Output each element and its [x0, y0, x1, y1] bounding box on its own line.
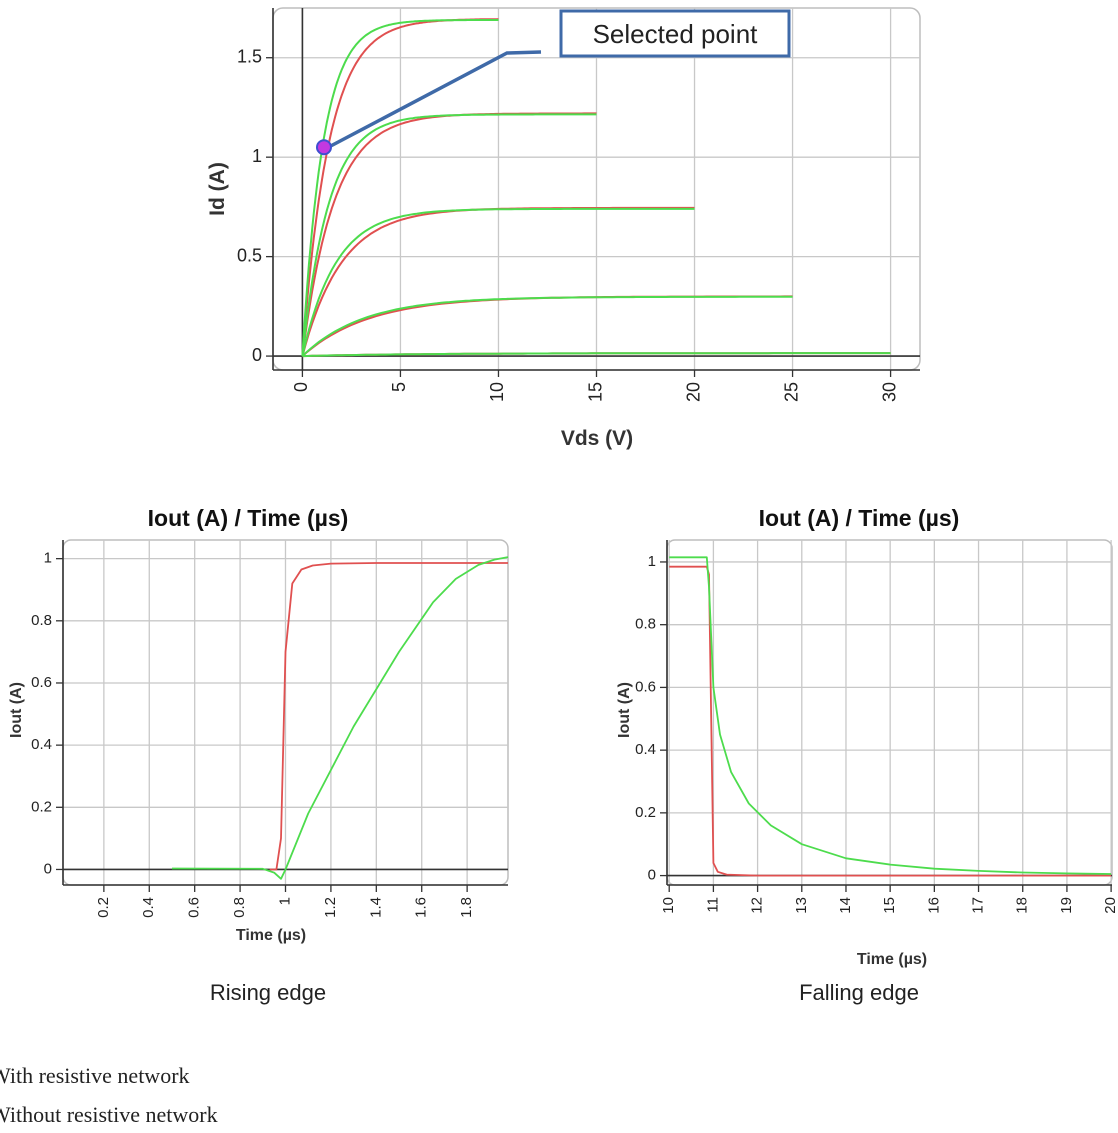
- iv-xlabel: Vds (V): [561, 427, 633, 450]
- iv-curve-1-0: [301, 19, 499, 357]
- tick-label-x: 0: [291, 382, 311, 392]
- iv-grid: [266, 8, 920, 377]
- tick-label-x: 18: [1014, 897, 1031, 914]
- tick-label-x: 14: [837, 897, 854, 914]
- iv-curves: [301, 18, 891, 358]
- tick-label-x: 15: [585, 382, 605, 402]
- tick-label-y: 1: [252, 146, 262, 166]
- tick-label-y: 0: [252, 345, 262, 365]
- falling-chart-frame: [666, 539, 1113, 886]
- callout-label: Selected point: [593, 19, 759, 49]
- rising-ylabel: Iout (A): [8, 682, 25, 738]
- rising-chart-title: Iout (A) / Time (µs): [148, 505, 349, 531]
- iv-chart: 0 5 10 15 20 25 30 0 0.5 1 1.5 Vds (V) Id (A) Sele…: [206, 7, 921, 450]
- tick-label-x: 20: [683, 382, 703, 402]
- tick-label-y: 0.4: [635, 741, 656, 758]
- tick-label-x: 15: [881, 897, 898, 914]
- tick-label-x: 0.8: [231, 897, 248, 918]
- rising-chart: Iout (A) / Time (µs) 0.2 0.4 0.6 0.8 1 1.2 1.4…: [8, 505, 509, 1005]
- falling-chart: Iout (A) / Time (µs) 10 11 12 13 14 15 16 17 18 1…: [616, 505, 1118, 1005]
- legend-item-without-resistive: Without resistive network: [0, 1102, 218, 1127]
- legend-item-with-resistive: With resistive network: [0, 1063, 190, 1088]
- tick-label-x: 1: [276, 897, 293, 905]
- tick-label-x: 10: [487, 382, 507, 402]
- tick-label-y: 1: [44, 550, 52, 567]
- iv-curve-1-1: [301, 113, 597, 357]
- selected-point-callout: Selected point: [315, 9, 791, 156]
- rising-series-0: [269, 562, 508, 871]
- tick-label-x: 1.6: [413, 897, 430, 918]
- tick-label-x: 19: [1058, 897, 1075, 914]
- tick-label-y: 0.8: [635, 616, 656, 633]
- tick-label-x: 0.6: [186, 897, 203, 918]
- tick-label-y: 0: [648, 867, 656, 884]
- iv-curve-1-4: [302, 352, 891, 358]
- tick-label-y: 0.2: [635, 804, 656, 821]
- rising-curves: [171, 556, 509, 880]
- tick-label-x: 25: [781, 382, 801, 402]
- falling-caption: Falling edge: [799, 980, 919, 1005]
- tick-label-y: 0.6: [635, 678, 656, 695]
- tick-label-y: 0.6: [31, 674, 52, 691]
- tick-label-x: 1.4: [367, 897, 384, 918]
- falling-grid: [660, 540, 1112, 892]
- tick-label-x: 5: [389, 382, 409, 392]
- tick-label-y: 1.5: [237, 46, 262, 66]
- tick-label-x: 30: [879, 382, 899, 402]
- falling-tick-labels: 10 11 12 13 14 15 16 17 18 19 20 0 0.2 0.4 0.6 0.8 1: [635, 553, 1118, 914]
- rising-caption: Rising edge: [210, 980, 326, 1005]
- callout-leader-line: [324, 50, 542, 151]
- tick-label-x: 12: [749, 897, 766, 914]
- tick-label-x: 0.4: [140, 897, 157, 918]
- tick-label-x: 13: [793, 897, 810, 914]
- tick-label-x: 11: [704, 897, 721, 913]
- falling-series-1: [669, 556, 1112, 875]
- tick-label-y: 0.8: [31, 612, 52, 629]
- legend: With resistive network Without resistive…: [0, 1063, 218, 1127]
- falling-chart-title: Iout (A) / Time (µs): [759, 505, 960, 531]
- tick-label-x: 10: [660, 897, 677, 914]
- iv-ylabel: Id (A): [206, 162, 229, 216]
- tick-label-y: 1: [648, 553, 656, 570]
- iv-curve-0-3: [301, 295, 793, 357]
- iv-tick-labels: 0 5 10 15 20 25 30 0 0.5 1 1.5: [237, 46, 899, 402]
- tick-label-x: 1.2: [322, 897, 339, 918]
- tick-label-y: 0.2: [31, 798, 52, 815]
- tick-label-x: 20: [1102, 897, 1118, 914]
- tick-label-y: 0: [44, 860, 52, 877]
- falling-xlabel: Time (µs): [857, 951, 927, 968]
- falling-curves: [669, 556, 1112, 877]
- callout-box: [559, 9, 791, 58]
- falling-ylabel: Iout (A): [616, 682, 633, 738]
- tick-label-x: 17: [970, 897, 987, 914]
- tick-label-y: 0.4: [31, 736, 52, 753]
- tick-label-x: 1.8: [458, 897, 475, 918]
- tick-label-x: 0.2: [95, 897, 112, 918]
- rising-series-1: [171, 556, 509, 880]
- tick-label-x: 16: [925, 897, 942, 914]
- iv-curve-1-2: [301, 207, 695, 357]
- rising-xlabel: Time (µs): [236, 927, 306, 944]
- iv-curve-0-1: [301, 112, 597, 357]
- selected-point-marker[interactable]: [315, 139, 332, 156]
- rising-tick-labels: 0.2 0.4 0.6 0.8 1 1.2 1.4 1.6 1.8 0 0.2 0.4 0.6 0.8 1: [31, 550, 475, 918]
- tick-label-y: 0.5: [237, 245, 262, 265]
- rising-grid: [56, 540, 508, 892]
- iv-curve-1-3: [301, 295, 793, 357]
